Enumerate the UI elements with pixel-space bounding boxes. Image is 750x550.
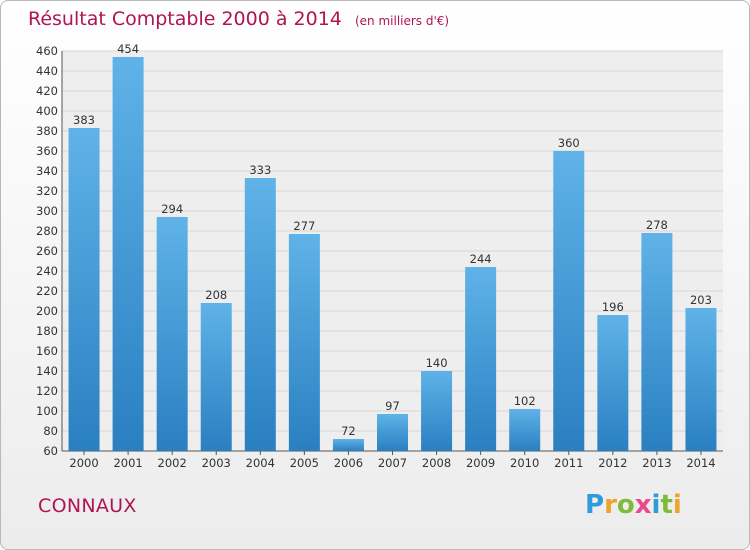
logo-letter: o bbox=[616, 490, 635, 520]
bar-value-label: 454 bbox=[117, 42, 139, 56]
bar-value-label: 294 bbox=[161, 202, 183, 216]
bar bbox=[509, 409, 541, 451]
bar bbox=[685, 308, 717, 451]
x-tick-label: 2008 bbox=[422, 456, 451, 470]
logo-letter: P bbox=[585, 490, 605, 520]
x-tick-label: 2002 bbox=[158, 456, 187, 470]
y-tick-label: 160 bbox=[36, 344, 58, 358]
bar bbox=[200, 303, 232, 451]
x-tick-label: 2011 bbox=[554, 456, 583, 470]
bar-value-label: 208 bbox=[205, 288, 227, 302]
y-tick-label: 320 bbox=[36, 184, 58, 198]
y-tick-label: 360 bbox=[36, 144, 58, 158]
bar-value-label: 244 bbox=[470, 252, 492, 266]
y-tick-label: 220 bbox=[36, 284, 58, 298]
x-tick-label: 2012 bbox=[598, 456, 627, 470]
y-tick-label: 140 bbox=[36, 364, 58, 378]
logo-letter: t bbox=[660, 490, 673, 520]
logo-letter: x bbox=[634, 490, 652, 520]
bar bbox=[156, 217, 188, 451]
bar-value-label: 360 bbox=[558, 136, 580, 150]
chart-subtitle: (en milliers d'€) bbox=[354, 14, 450, 28]
y-tick-label: 380 bbox=[36, 124, 58, 138]
logo-letter: r bbox=[604, 490, 617, 520]
bar bbox=[377, 414, 408, 451]
bar bbox=[244, 178, 276, 451]
bar-value-label: 72 bbox=[341, 424, 356, 438]
bar bbox=[421, 371, 453, 451]
logo-letter: i bbox=[651, 490, 661, 520]
bar-value-label: 102 bbox=[514, 394, 536, 408]
commune-name: CONNAUX bbox=[38, 495, 137, 517]
bar-value-label: 333 bbox=[249, 163, 271, 177]
logo-letter: i bbox=[672, 490, 682, 520]
x-tick-label: 2009 bbox=[466, 456, 495, 470]
x-tick-label: 2014 bbox=[686, 456, 715, 470]
y-tick-label: 420 bbox=[36, 84, 58, 98]
bar bbox=[332, 439, 364, 451]
bar bbox=[288, 234, 320, 451]
x-tick-label: 2013 bbox=[642, 456, 671, 470]
x-tick-label: 2005 bbox=[290, 456, 319, 470]
bar-value-label: 140 bbox=[426, 356, 448, 370]
x-tick-label: 2004 bbox=[246, 456, 275, 470]
y-tick-label: 280 bbox=[36, 224, 58, 238]
bar-value-label: 383 bbox=[73, 113, 95, 127]
y-tick-label: 120 bbox=[36, 384, 58, 398]
bar-value-label: 277 bbox=[293, 219, 315, 233]
x-tick-label: 2003 bbox=[202, 456, 231, 470]
y-tick-label: 100 bbox=[36, 404, 58, 418]
x-tick-label: 2001 bbox=[113, 456, 142, 470]
y-tick-label: 240 bbox=[36, 264, 58, 278]
x-tick-label: 2007 bbox=[378, 456, 407, 470]
bar bbox=[597, 315, 629, 451]
y-tick-label: 60 bbox=[43, 444, 58, 458]
bar bbox=[68, 128, 100, 451]
bar-value-label: 97 bbox=[385, 399, 400, 413]
chart-title: Résultat Comptable 2000 à 2014 bbox=[28, 8, 342, 30]
bar-value-label: 278 bbox=[646, 218, 668, 232]
y-tick-label: 440 bbox=[36, 64, 58, 78]
bar bbox=[641, 233, 673, 451]
y-tick-label: 340 bbox=[36, 164, 58, 178]
y-tick-label: 80 bbox=[43, 424, 58, 438]
chart-title-block: Résultat Comptable 2000 à 2014 (en milli… bbox=[28, 8, 449, 30]
y-tick-label: 400 bbox=[36, 104, 58, 118]
y-tick-label: 300 bbox=[36, 204, 58, 218]
bar-value-label: 203 bbox=[690, 293, 712, 307]
x-tick-label: 2000 bbox=[69, 456, 98, 470]
proxiti-logo: Proxiti bbox=[585, 490, 682, 520]
bar bbox=[465, 267, 497, 451]
x-tick-label: 2010 bbox=[510, 456, 539, 470]
y-tick-label: 180 bbox=[36, 324, 58, 338]
y-tick-label: 260 bbox=[36, 244, 58, 258]
y-tick-label: 460 bbox=[36, 44, 58, 58]
bar-value-label: 196 bbox=[602, 300, 624, 314]
y-tick-label: 200 bbox=[36, 304, 58, 318]
x-tick-label: 2006 bbox=[334, 456, 363, 470]
bar bbox=[112, 57, 144, 451]
bar bbox=[553, 151, 585, 451]
